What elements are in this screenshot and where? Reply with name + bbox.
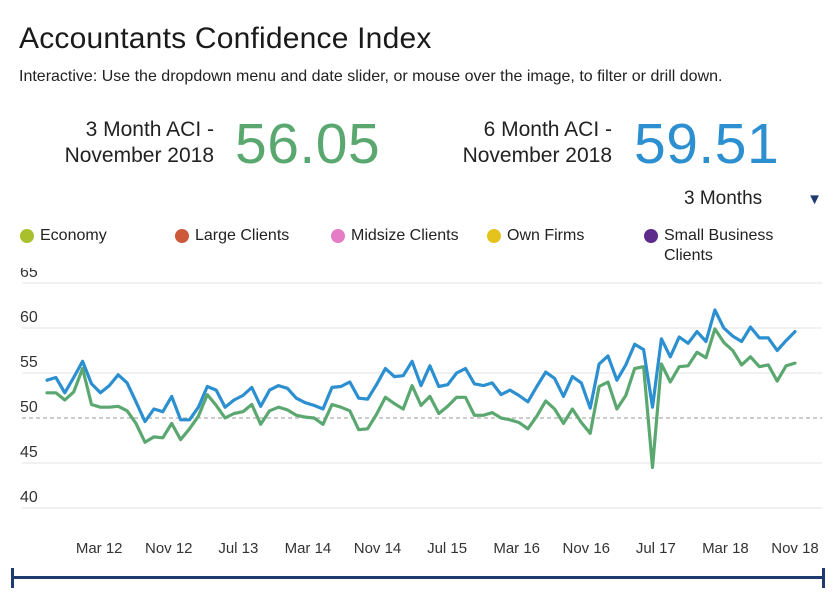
legend-dot-icon xyxy=(331,229,345,243)
legend-dot-icon xyxy=(644,229,658,243)
chevron-down-icon[interactable]: ▼ xyxy=(807,191,822,208)
aci-line-chart[interactable]: 40 45 50 55 60 65 Mar 12 Nov 12 Jul 13 Mar 14 Nov … xyxy=(0,268,840,568)
kpi-3month-label-line1: 3 Month ACI - xyxy=(85,118,214,141)
slider-start-handle[interactable] xyxy=(11,568,14,588)
kpi-3month-label: 3 Month ACI - November 2018 xyxy=(40,117,214,169)
x-tick-label: Jul 13 xyxy=(218,540,258,557)
kpi-6month-label-line1: 6 Month ACI - xyxy=(483,118,612,141)
kpi-3month-value: 56.05 xyxy=(235,112,381,176)
y-tick-label: 60 xyxy=(20,309,38,326)
y-tick-label: 40 xyxy=(20,489,38,506)
date-range-slider[interactable] xyxy=(11,568,825,588)
x-tick-label: Nov 18 xyxy=(771,540,819,557)
series-line-6-month-aci xyxy=(45,308,797,424)
legend-item-large-clients[interactable]: Large Clients xyxy=(175,226,325,246)
kpi-6month-label: 6 Month ACI - November 2018 xyxy=(436,117,612,169)
legend-item-midsize-clients[interactable]: Midsize Clients xyxy=(331,226,486,246)
x-tick-label: Mar 12 xyxy=(76,540,123,557)
slider-end-handle[interactable] xyxy=(822,568,825,588)
legend-label: Large Clients xyxy=(195,227,290,244)
legend-dot-icon xyxy=(487,229,501,243)
legend-dot-icon xyxy=(20,229,34,243)
legend-item-small-business-clients[interactable]: Small Business Clients xyxy=(644,226,804,266)
x-tick-label: Mar 14 xyxy=(285,540,332,557)
y-tick-label: 45 xyxy=(20,444,38,461)
slider-track[interactable] xyxy=(11,576,825,579)
x-tick-label: Mar 18 xyxy=(702,540,749,557)
kpi-6month-label-line2: November 2018 xyxy=(462,144,612,167)
legend-label: Economy xyxy=(40,227,107,244)
legend-dot-icon xyxy=(175,229,189,243)
y-tick-label: 50 xyxy=(20,399,38,416)
kpi-3month-label-line2: November 2018 xyxy=(64,144,214,167)
y-tick-label: 55 xyxy=(20,354,38,371)
legend-label: Midsize Clients xyxy=(351,227,459,244)
legend-item-economy[interactable]: Economy xyxy=(20,226,160,246)
x-tick-label: Nov 16 xyxy=(562,540,610,557)
x-tick-label: Nov 12 xyxy=(145,540,193,557)
x-tick-label: Jul 17 xyxy=(636,540,676,557)
period-dropdown-value: 3 Months xyxy=(684,188,763,209)
legend-label: Small Business Clients xyxy=(664,227,774,264)
x-tick-label: Jul 15 xyxy=(427,540,467,557)
period-dropdown[interactable]: 3 Months ▼ xyxy=(684,188,826,214)
instructions-text: Interactive: Use the dropdown menu and d… xyxy=(19,68,723,85)
page-title: Accountants Confidence Index xyxy=(19,22,432,55)
x-tick-label: Mar 16 xyxy=(493,540,540,557)
series-line-3-month-aci xyxy=(45,327,797,470)
chart-legend: Economy Large Clients Midsize Clients Ow… xyxy=(0,226,840,270)
kpi-6month-value: 59.51 xyxy=(634,112,780,176)
legend-item-own-firms[interactable]: Own Firms xyxy=(487,226,617,246)
y-tick-label: 65 xyxy=(20,268,38,281)
legend-label: Own Firms xyxy=(507,227,585,244)
x-tick-label: Nov 14 xyxy=(354,540,402,557)
